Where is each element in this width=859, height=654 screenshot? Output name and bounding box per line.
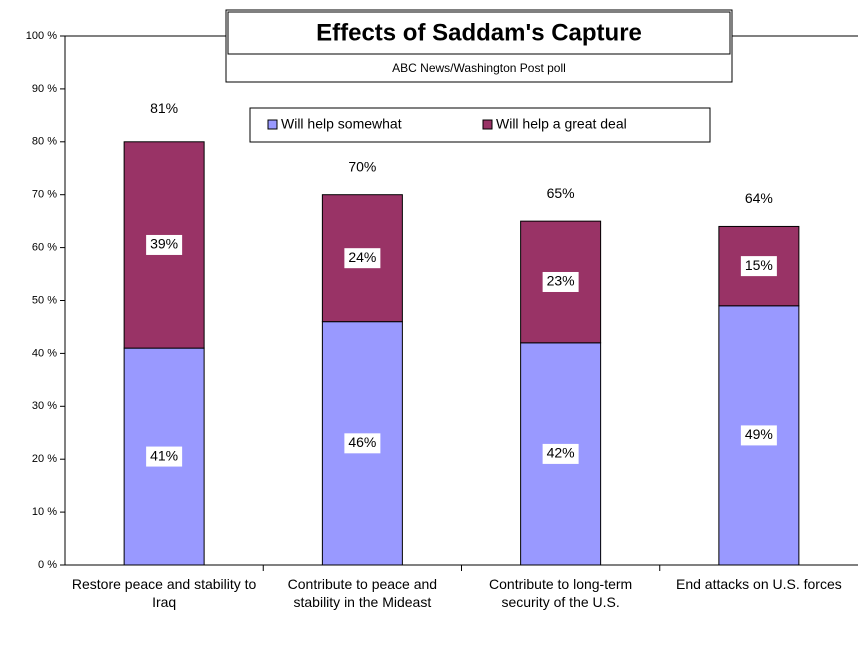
data-label-box bbox=[542, 271, 579, 292]
legend-swatch bbox=[482, 119, 493, 130]
total-label: 64% bbox=[745, 190, 773, 206]
data-label: 23% bbox=[547, 273, 575, 289]
data-label: 24% bbox=[348, 249, 376, 265]
data-label-box bbox=[542, 443, 579, 464]
data-label-box bbox=[344, 433, 381, 454]
data-label-box bbox=[146, 234, 183, 255]
total-label: 65% bbox=[547, 185, 575, 201]
legend-label: Will help somewhat bbox=[281, 116, 402, 132]
data-label-box bbox=[344, 248, 381, 269]
y-tick-label: 70 % bbox=[32, 189, 57, 201]
y-tick-label: 90 % bbox=[32, 83, 57, 95]
legend-swatch bbox=[267, 119, 278, 130]
legend-box bbox=[249, 107, 711, 143]
chart-subtitle: ABC News/Washington Post poll bbox=[392, 61, 566, 75]
x-tick-label: Contribute to long-term security of the … bbox=[489, 576, 633, 610]
data-label: 41% bbox=[150, 447, 178, 463]
data-label: 42% bbox=[547, 445, 575, 461]
total-label: 81% bbox=[150, 100, 178, 116]
data-label-box bbox=[146, 446, 183, 467]
total-label: 70% bbox=[348, 158, 376, 174]
y-tick-label: 40 % bbox=[32, 347, 57, 359]
data-label: 49% bbox=[745, 426, 773, 442]
data-label: 15% bbox=[745, 257, 773, 273]
y-tick-label: 50 % bbox=[32, 294, 57, 306]
x-tick-label: Restore peace and stability to Iraq bbox=[71, 576, 257, 610]
title-inner-box bbox=[227, 11, 731, 55]
chart-title: Effects of Saddam's Capture bbox=[316, 19, 642, 46]
legend-label: Will help a great deal bbox=[496, 116, 627, 132]
data-label-box bbox=[740, 425, 777, 446]
y-tick-label: 60 % bbox=[32, 242, 57, 254]
x-tick-label: Contribute to peace and stability in the… bbox=[287, 576, 438, 610]
data-label: 46% bbox=[348, 434, 376, 450]
y-tick-label: 10 % bbox=[32, 506, 57, 518]
y-tick-label: 0 % bbox=[38, 559, 57, 571]
y-tick-label: 80 % bbox=[32, 136, 57, 148]
y-tick-label: 20 % bbox=[32, 453, 57, 465]
data-label: 39% bbox=[150, 236, 178, 252]
x-tick-label: End attacks on U.S. forces bbox=[676, 576, 842, 592]
y-tick-label: 30 % bbox=[32, 400, 57, 412]
y-tick-label: 100 % bbox=[26, 30, 57, 42]
data-label-box bbox=[740, 256, 777, 277]
